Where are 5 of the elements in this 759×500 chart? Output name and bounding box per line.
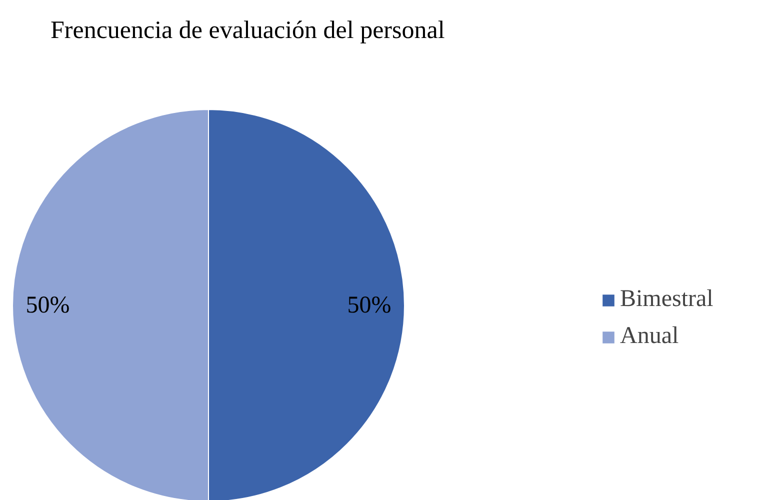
legend-label: Anual (620, 323, 679, 350)
chart-title: Frencuencia de evaluación del personal (50, 17, 445, 44)
data-label: 50% (347, 292, 392, 318)
legend-label: Bimestral (620, 286, 714, 313)
data-label: 50% (26, 292, 70, 318)
